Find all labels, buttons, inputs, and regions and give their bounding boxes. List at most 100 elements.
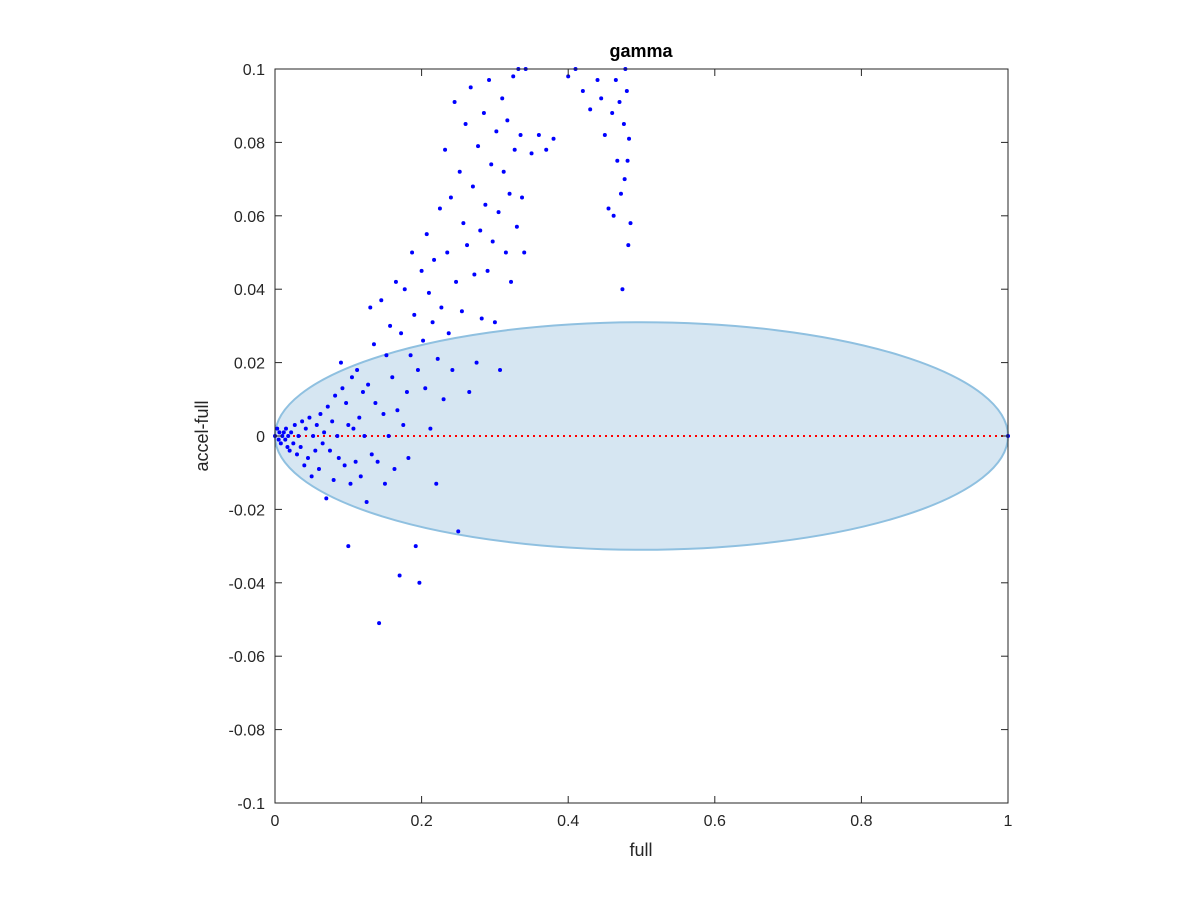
data-point [375, 459, 380, 464]
data-point [415, 367, 420, 372]
data-point [588, 107, 593, 112]
data-point [287, 448, 292, 453]
data-point [358, 474, 363, 479]
data-point [544, 147, 549, 152]
data-point [520, 195, 525, 200]
data-point [448, 195, 453, 200]
data-point [501, 169, 506, 174]
y-tick-label: -0.04 [229, 576, 266, 593]
data-point [277, 430, 282, 435]
data-point [302, 463, 307, 468]
data-point [492, 320, 497, 325]
data-point [551, 136, 556, 141]
axis-ticks [274, 68, 1009, 804]
data-point [445, 250, 450, 255]
data-point [294, 452, 299, 457]
data-point [512, 147, 517, 152]
data-point [459, 309, 464, 314]
x-tick-label: 0.4 [557, 813, 579, 830]
data-point [320, 441, 325, 446]
data-point [487, 78, 492, 83]
data-point [313, 448, 318, 453]
data-point [366, 382, 371, 387]
data-point [281, 430, 286, 435]
y-tick-label: -0.08 [229, 723, 266, 740]
data-point [404, 389, 409, 394]
data-point [314, 422, 319, 427]
data-point [522, 250, 527, 255]
data-point [443, 147, 448, 152]
data-point [624, 89, 629, 94]
data-point [318, 411, 323, 416]
data-point [362, 434, 367, 438]
data-point [430, 320, 435, 325]
data-point [518, 133, 523, 138]
data-point [351, 426, 356, 431]
data-point [470, 184, 475, 189]
data-point [303, 426, 308, 431]
data-point [324, 496, 329, 501]
data-point [360, 389, 365, 394]
data-point [463, 122, 468, 127]
data-point [496, 210, 501, 215]
data-point [322, 430, 327, 435]
data-point [626, 243, 631, 248]
y-tick-label: 0 [256, 429, 265, 446]
data-point [428, 426, 433, 431]
data-point [620, 287, 625, 292]
data-point [276, 437, 281, 442]
data-point [285, 445, 290, 450]
data-point [611, 213, 616, 218]
data-point [371, 342, 376, 347]
data-point [373, 400, 378, 405]
data-point [419, 268, 424, 273]
data-point [627, 136, 632, 141]
y-tick-label: 0.02 [234, 356, 265, 373]
data-point [467, 389, 472, 394]
data-point [338, 360, 343, 365]
data-point [395, 408, 400, 413]
data-point [275, 426, 280, 431]
data-point [305, 456, 310, 461]
data-point [307, 415, 312, 420]
data-point [625, 158, 630, 163]
data-point [417, 580, 422, 585]
data-point [300, 419, 305, 424]
data-point [384, 353, 389, 358]
data-point [283, 426, 288, 431]
data-point [357, 415, 362, 420]
data-point [309, 474, 314, 479]
data-point [446, 331, 451, 336]
data-point [435, 356, 440, 361]
data-point [489, 162, 494, 167]
data-point [441, 397, 446, 402]
data-point [511, 74, 516, 79]
data-point [606, 206, 611, 211]
data-point [498, 367, 503, 372]
x-tick-label: 0.6 [704, 813, 726, 830]
data-point [349, 375, 354, 380]
data-point [426, 290, 431, 295]
data-point [622, 177, 627, 182]
data-point [346, 544, 351, 549]
data-point [618, 191, 623, 196]
data-point [382, 481, 387, 486]
data-point [456, 529, 461, 534]
data-point [432, 257, 437, 262]
data-point [325, 404, 330, 409]
data-point [330, 419, 335, 424]
data-point [342, 463, 347, 468]
data-point [434, 481, 439, 486]
data-point [348, 481, 353, 486]
x-axis-label: full [629, 840, 652, 860]
data-point [457, 169, 462, 174]
data-point [461, 221, 466, 226]
data-point [481, 111, 486, 116]
data-point [617, 100, 622, 105]
data-point [353, 459, 358, 464]
data-point [479, 316, 484, 321]
data-point [485, 268, 490, 273]
data-point [369, 452, 374, 457]
data-point [472, 272, 477, 277]
